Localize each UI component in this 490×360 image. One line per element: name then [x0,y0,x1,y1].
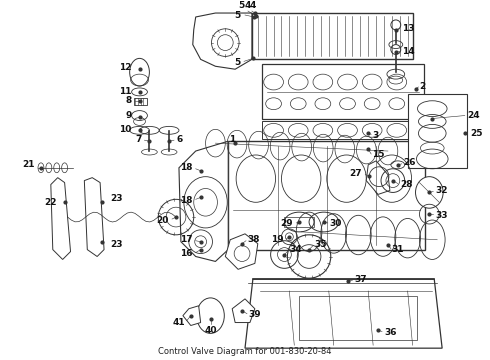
Text: 15: 15 [372,150,385,159]
Text: 6: 6 [176,135,182,144]
Text: 19: 19 [271,235,283,244]
Text: 11: 11 [119,87,132,96]
Text: 37: 37 [354,275,367,284]
Text: 18: 18 [180,196,193,205]
Text: 27: 27 [350,169,362,178]
Text: 32: 32 [435,186,448,195]
Polygon shape [84,177,104,257]
Text: 31: 31 [392,245,404,254]
Text: 21: 21 [23,160,35,169]
Text: 23: 23 [110,194,122,203]
Text: 28: 28 [400,180,412,189]
Text: 18: 18 [180,163,193,172]
Bar [252,13,413,59]
Polygon shape [183,306,200,325]
Text: 38: 38 [247,235,260,244]
Text: 17: 17 [180,235,193,244]
Text: 14: 14 [402,47,415,56]
Polygon shape [179,141,228,261]
Text: Control Valve Diagram for 001-830-20-84: Control Valve Diagram for 001-830-20-84 [158,347,332,356]
Text: 10: 10 [119,125,132,134]
Bar [408,94,467,168]
Bar [262,64,424,118]
Text: 23: 23 [110,240,122,249]
Text: 30: 30 [330,220,342,229]
Polygon shape [193,13,252,69]
Text: 36: 36 [384,328,396,337]
Text: 1: 1 [229,135,235,144]
Bar [228,141,425,249]
Text: 2: 2 [419,82,426,91]
Text: 39: 39 [248,310,261,319]
Polygon shape [51,177,71,260]
Text: 16: 16 [180,249,193,258]
Text: 12: 12 [119,63,132,72]
Text: 7: 7 [135,135,142,144]
Text: 5: 5 [238,1,244,10]
Text: 25: 25 [471,129,483,138]
Polygon shape [245,279,442,348]
Text: 13: 13 [402,24,414,33]
Text: 5: 5 [234,10,240,19]
Bar [134,98,147,105]
Text: 3: 3 [372,131,378,140]
Ellipse shape [196,298,224,333]
Polygon shape [225,234,258,269]
Text: 5: 5 [234,58,240,67]
Text: 24: 24 [467,111,479,120]
Text: 40: 40 [204,325,217,334]
Bar [262,121,424,139]
Text: 34: 34 [290,245,302,254]
Text: 9: 9 [125,111,132,120]
Ellipse shape [416,177,443,208]
Text: 8: 8 [125,96,132,105]
Bar [299,296,417,340]
Text: 4: 4 [250,1,256,10]
Text: 33: 33 [435,211,448,220]
Polygon shape [366,161,390,194]
Text: 41: 41 [172,318,185,327]
Text: 22: 22 [44,198,57,207]
Text: 26: 26 [404,158,416,167]
Text: 20: 20 [157,216,169,225]
Text: 29: 29 [281,220,294,229]
Polygon shape [232,299,255,323]
Text: 4: 4 [245,1,251,10]
Text: 35: 35 [314,240,326,249]
